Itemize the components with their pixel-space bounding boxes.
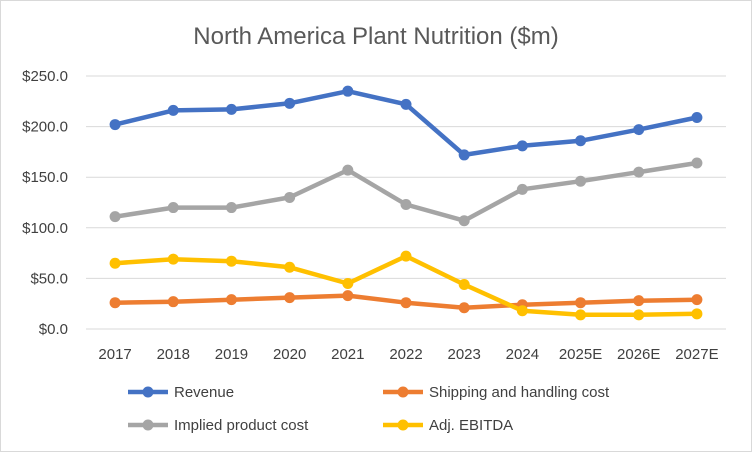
data-point: [342, 164, 354, 176]
x-tick-label: 2022: [389, 346, 422, 363]
data-point: [167, 202, 179, 214]
data-point: [575, 175, 587, 187]
data-point: [516, 183, 528, 195]
data-point: [575, 135, 587, 147]
data-point: [691, 157, 703, 169]
data-point: [167, 296, 179, 308]
data-point: [633, 295, 645, 307]
data-point: [633, 309, 645, 321]
data-point: [284, 191, 296, 203]
data-point: [458, 278, 470, 290]
legend-marker: [397, 419, 409, 431]
x-tick-label: 2026E: [617, 346, 660, 363]
series-3: [109, 250, 703, 321]
legend: Revenue Shipping and handling cost Implied…: [128, 384, 610, 434]
series-2: [109, 157, 703, 227]
legend-label: Shipping and handling cost: [429, 384, 610, 401]
data-point: [400, 199, 412, 211]
data-point: [225, 103, 237, 115]
series-0: [109, 85, 703, 161]
data-point: [284, 292, 296, 304]
y-tick-label: $100.0: [22, 220, 68, 237]
data-point: [342, 85, 354, 97]
data-point: [167, 253, 179, 265]
data-point: [225, 202, 237, 214]
data-point: [284, 97, 296, 109]
data-point: [516, 140, 528, 152]
data-point: [691, 308, 703, 320]
legend-label: Implied product cost: [174, 417, 309, 434]
data-point: [400, 297, 412, 309]
x-tick-label: 2019: [215, 346, 248, 363]
data-point: [284, 261, 296, 273]
data-point: [109, 211, 121, 223]
legend-marker: [142, 386, 154, 398]
y-tick-label: $250.0: [22, 68, 68, 85]
data-point: [575, 297, 587, 309]
data-point: [633, 124, 645, 136]
legend-item-0: Revenue: [128, 384, 234, 401]
x-tick-label: 2020: [273, 346, 306, 363]
legend-marker: [397, 386, 409, 398]
data-point: [342, 277, 354, 289]
data-point: [633, 166, 645, 178]
y-tick-label: $150.0: [22, 169, 68, 186]
x-axis-tick-labels: 2017 2018 2019 2020 2021 2022 2023 2024 2025E 202…: [98, 346, 718, 363]
data-point: [458, 149, 470, 161]
data-point: [342, 290, 354, 302]
y-tick-label: $50.0: [30, 270, 68, 287]
data-point: [225, 255, 237, 267]
series-1: [109, 290, 703, 314]
data-point: [691, 111, 703, 123]
series-lines: [109, 85, 703, 321]
x-tick-label: 2024: [506, 346, 539, 363]
data-point: [575, 309, 587, 321]
legend-label: Adj. EBITDA: [429, 417, 513, 434]
x-tick-label: 2018: [157, 346, 190, 363]
x-tick-label: 2023: [447, 346, 480, 363]
y-tick-label: $200.0: [22, 119, 68, 136]
data-point: [109, 297, 121, 309]
data-point: [516, 305, 528, 317]
x-tick-label: 2021: [331, 346, 364, 363]
legend-item-3: Adj. EBITDA: [383, 417, 513, 434]
data-point: [109, 119, 121, 131]
data-point: [225, 294, 237, 306]
legend-item-1: Shipping and handling cost: [383, 384, 610, 401]
data-point: [458, 215, 470, 227]
data-point: [400, 98, 412, 110]
y-axis-tick-labels: $0.0 $50.0 $100.0 $150.0 $200.0 $250.0: [22, 68, 68, 338]
legend-marker: [142, 419, 154, 431]
x-tick-label: 2025E: [559, 346, 602, 363]
chart-title: North America Plant Nutrition ($m): [193, 23, 558, 50]
data-point: [400, 250, 412, 262]
x-tick-label: 2027E: [675, 346, 718, 363]
gridlines: [86, 75, 726, 330]
data-point: [109, 257, 121, 269]
legend-label: Revenue: [174, 384, 234, 401]
data-point: [691, 294, 703, 306]
legend-item-2: Implied product cost: [128, 417, 309, 434]
y-tick-label: $0.0: [39, 321, 68, 338]
data-point: [458, 302, 470, 314]
data-point: [167, 104, 179, 116]
x-tick-label: 2017: [98, 346, 131, 363]
